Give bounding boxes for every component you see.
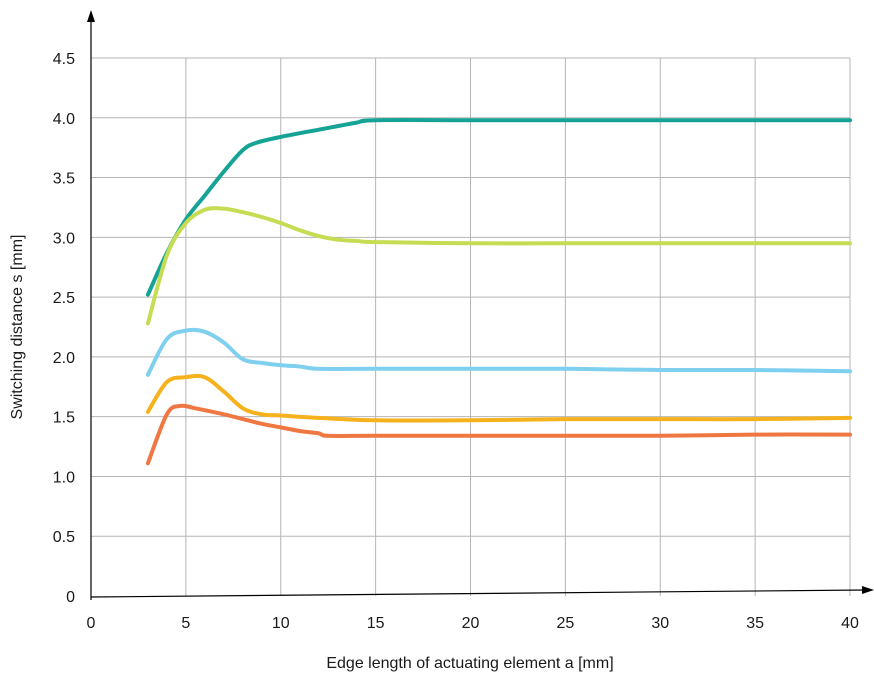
series-line-1 <box>145 118 852 297</box>
y-tick-label: 2.0 <box>53 350 75 367</box>
series-line-5 <box>145 403 852 466</box>
x-axis-arrow-icon <box>862 586 874 594</box>
y-tick-label: 1.5 <box>53 410 75 427</box>
y-tick-label: 0.5 <box>53 529 75 546</box>
x-tick-label: 10 <box>272 615 290 632</box>
series-line-2 <box>145 206 852 326</box>
y-tick-label: 4.0 <box>53 111 75 128</box>
y-tick-label: 0 <box>66 589 75 606</box>
y-axis-title: Switching distance s [mm] <box>9 235 26 420</box>
x-tick-label: 5 <box>181 615 190 632</box>
x-tick-label: 15 <box>367 615 385 632</box>
series-line-4 <box>145 373 852 423</box>
x-tick-label: 0 <box>87 615 96 632</box>
x-axis-title: Edge length of actuating element a [mm] <box>326 655 613 672</box>
x-tick-labels: 0 5 10 15 20 25 30 35 40 <box>87 615 859 632</box>
x-tick-label: 35 <box>746 615 764 632</box>
y-tick-label: 4.5 <box>53 51 75 68</box>
x-tick-label: 25 <box>556 615 574 632</box>
series-line-3 <box>145 327 852 377</box>
y-tick-label: 3.5 <box>53 171 75 188</box>
y-tick-label: 2.5 <box>53 290 75 307</box>
y-tick-label: 1.0 <box>53 469 75 486</box>
x-tick-label: 40 <box>841 615 859 632</box>
y-tick-labels: 0 0.5 1.0 1.5 2.0 2.5 3.0 3.5 4.0 4.5 <box>53 51 75 606</box>
series-lines <box>145 118 852 466</box>
x-tick-label: 30 <box>651 615 669 632</box>
y-axis-arrow-icon <box>87 10 95 22</box>
x-axis-line <box>90 589 867 598</box>
y-tick-label: 3.0 <box>53 230 75 247</box>
x-tick-label: 20 <box>462 615 480 632</box>
grid <box>91 57 851 596</box>
axes <box>87 10 874 600</box>
